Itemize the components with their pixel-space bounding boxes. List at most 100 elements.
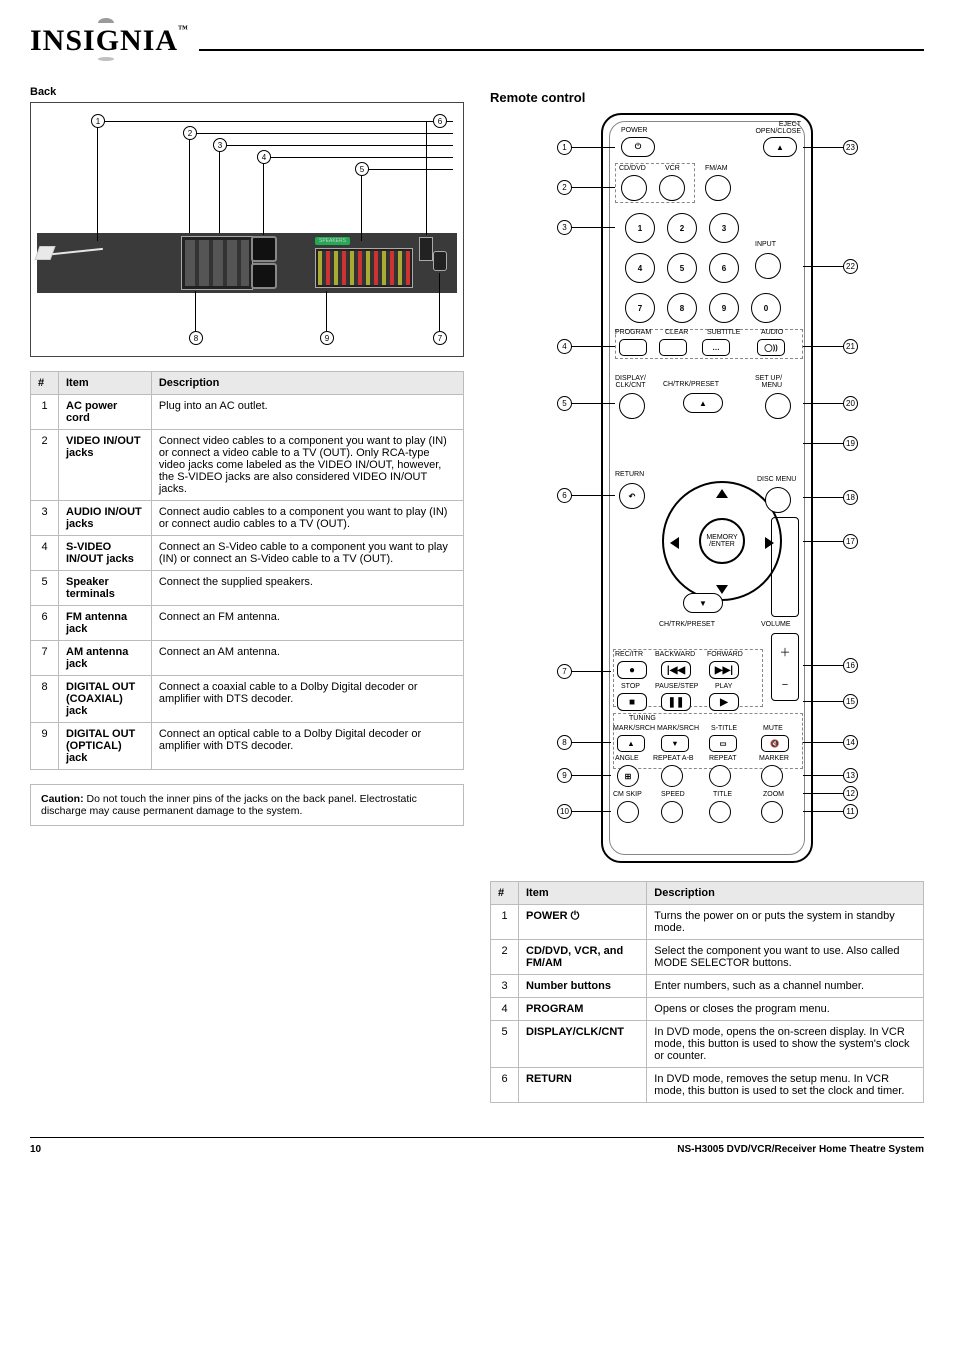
title-button[interactable]	[709, 801, 731, 823]
cell-num: 1	[31, 395, 59, 430]
callout-number: 5	[557, 396, 572, 411]
num-6[interactable]: 6	[709, 253, 739, 283]
volume-rocker[interactable]	[771, 517, 799, 617]
cell-desc: In DVD mode, opens the on-screen display…	[647, 1021, 924, 1068]
cddvd-button[interactable]	[621, 175, 647, 201]
audio-label: AUDIO	[761, 329, 783, 336]
table-row: 8DIGITAL OUT (COAXIAL) jackConnect a coa…	[31, 676, 464, 723]
rec-button[interactable]: ●	[617, 661, 647, 679]
subtitle-button[interactable]: …	[702, 339, 730, 356]
callout-line	[571, 147, 615, 148]
callout-number: 21	[843, 339, 858, 354]
clear-button[interactable]	[659, 339, 687, 356]
marker-button[interactable]	[761, 765, 783, 787]
num-5[interactable]: 5	[667, 253, 697, 283]
callout-number: 8	[189, 331, 203, 345]
zoom-button[interactable]	[761, 801, 783, 823]
logo-shadow-ornament	[98, 57, 114, 61]
clear-label: CLEAR	[665, 329, 688, 336]
audio-button[interactable]: ◯))	[757, 339, 785, 356]
stitle-button[interactable]: ▭	[709, 735, 737, 752]
cell-desc: Connect an AM antenna.	[151, 641, 463, 676]
eject-button[interactable]: ▲	[763, 137, 797, 157]
display-button[interactable]	[619, 393, 645, 419]
rec-label: REC/ITR	[615, 651, 643, 658]
table-row: 4PROGRAMOpens or closes the program menu…	[491, 998, 924, 1021]
tuning-up-button[interactable]: ▼	[661, 735, 689, 752]
vcr-button[interactable]	[659, 175, 685, 201]
repeat-label: REPEAT	[709, 755, 737, 762]
callout-number: 16	[843, 658, 858, 673]
tuning-down-button[interactable]: ▲	[617, 735, 645, 752]
table-row: 9DIGITAL OUT (OPTICAL) jackConnect an op…	[31, 723, 464, 770]
play-button[interactable]: ▶	[709, 693, 739, 711]
callout-number: 22	[843, 259, 858, 274]
callout-number: 12	[843, 786, 858, 801]
table-row: 2VIDEO IN/OUT jacksConnect video cables …	[31, 430, 464, 501]
cell-item: CD/DVD, VCR, and FM/AM	[519, 940, 647, 975]
volume-rocker-2[interactable]: ＋ −	[771, 633, 799, 701]
callout-number: 18	[843, 490, 858, 505]
callout-number: 6	[433, 114, 447, 128]
cmskip-button[interactable]	[617, 801, 639, 823]
callout-line	[219, 145, 453, 146]
repeat-ab-label: REPEAT A-B	[653, 755, 694, 762]
dpad-down[interactable]: ▼	[683, 593, 723, 613]
program-button[interactable]	[619, 339, 647, 356]
callout-line	[326, 291, 327, 331]
cell-num: 7	[31, 641, 59, 676]
pause-button[interactable]: ❚❚	[661, 693, 691, 711]
num-1[interactable]: 1	[625, 213, 655, 243]
stop-button[interactable]: ■	[617, 693, 647, 711]
num-4[interactable]: 4	[625, 253, 655, 283]
num-8[interactable]: 8	[667, 293, 697, 323]
callout-line	[571, 811, 611, 812]
forward-button[interactable]: ▶▶|	[709, 661, 739, 679]
callout-line	[803, 811, 843, 812]
callout-line	[803, 775, 843, 776]
repeat-ab-button[interactable]	[661, 765, 683, 787]
num-0[interactable]: 0	[751, 293, 781, 323]
dpad-up[interactable]: ▲	[683, 393, 723, 413]
num-7[interactable]: 7	[625, 293, 655, 323]
cell-num: 6	[491, 1068, 519, 1103]
power-button[interactable]: ⏻	[621, 137, 655, 157]
cell-num: 6	[31, 606, 59, 641]
discmenu-label: DISC MENU	[757, 476, 796, 483]
vol-plus-icon: ＋	[780, 644, 791, 660]
mute-button[interactable]: 🔇	[761, 735, 789, 752]
cell-item: POWER ⏻	[519, 905, 647, 940]
cell-desc: Turns the power on or puts the system in…	[647, 905, 924, 940]
callout-line	[803, 147, 843, 148]
repeat-button[interactable]	[709, 765, 731, 787]
callout-line	[439, 273, 440, 331]
backward-button[interactable]: |◀◀	[661, 661, 691, 679]
callout-number: 5	[355, 162, 369, 176]
memory-enter-button[interactable]: MEMORY /ENTER	[699, 518, 745, 564]
table-header-row: # Item Description	[31, 372, 464, 395]
cell-desc: Connect an FM antenna.	[151, 606, 463, 641]
setup-button[interactable]	[765, 393, 791, 419]
return-button[interactable]: ↶	[619, 483, 645, 509]
callout-line	[803, 443, 843, 444]
speed-button[interactable]	[661, 801, 683, 823]
callout-number: 3	[557, 220, 572, 235]
cell-num: 9	[31, 723, 59, 770]
main-columns: Back SPEAKERS 1 2 3 4	[30, 86, 924, 1103]
callout-line	[219, 145, 220, 233]
fmam-button[interactable]	[705, 175, 731, 201]
num-3[interactable]: 3	[709, 213, 739, 243]
input-button[interactable]	[755, 253, 781, 279]
angle-button[interactable]: ⊞	[617, 765, 639, 787]
cell-num: 8	[31, 676, 59, 723]
callout-number: 8	[557, 735, 572, 750]
num-9[interactable]: 9	[709, 293, 739, 323]
cell-desc: Connect an optical cable to a Dolby Digi…	[151, 723, 463, 770]
callout-line	[97, 121, 453, 122]
callout-line	[426, 121, 427, 235]
discmenu-button[interactable]	[765, 487, 791, 513]
backpanel-figure: SPEAKERS 1 2 3 4 5 6 8	[30, 102, 464, 357]
num-2[interactable]: 2	[667, 213, 697, 243]
table-row: 5DISPLAY/CLK/CNTIn DVD mode, opens the o…	[491, 1021, 924, 1068]
cell-item: RETURN	[519, 1068, 647, 1103]
